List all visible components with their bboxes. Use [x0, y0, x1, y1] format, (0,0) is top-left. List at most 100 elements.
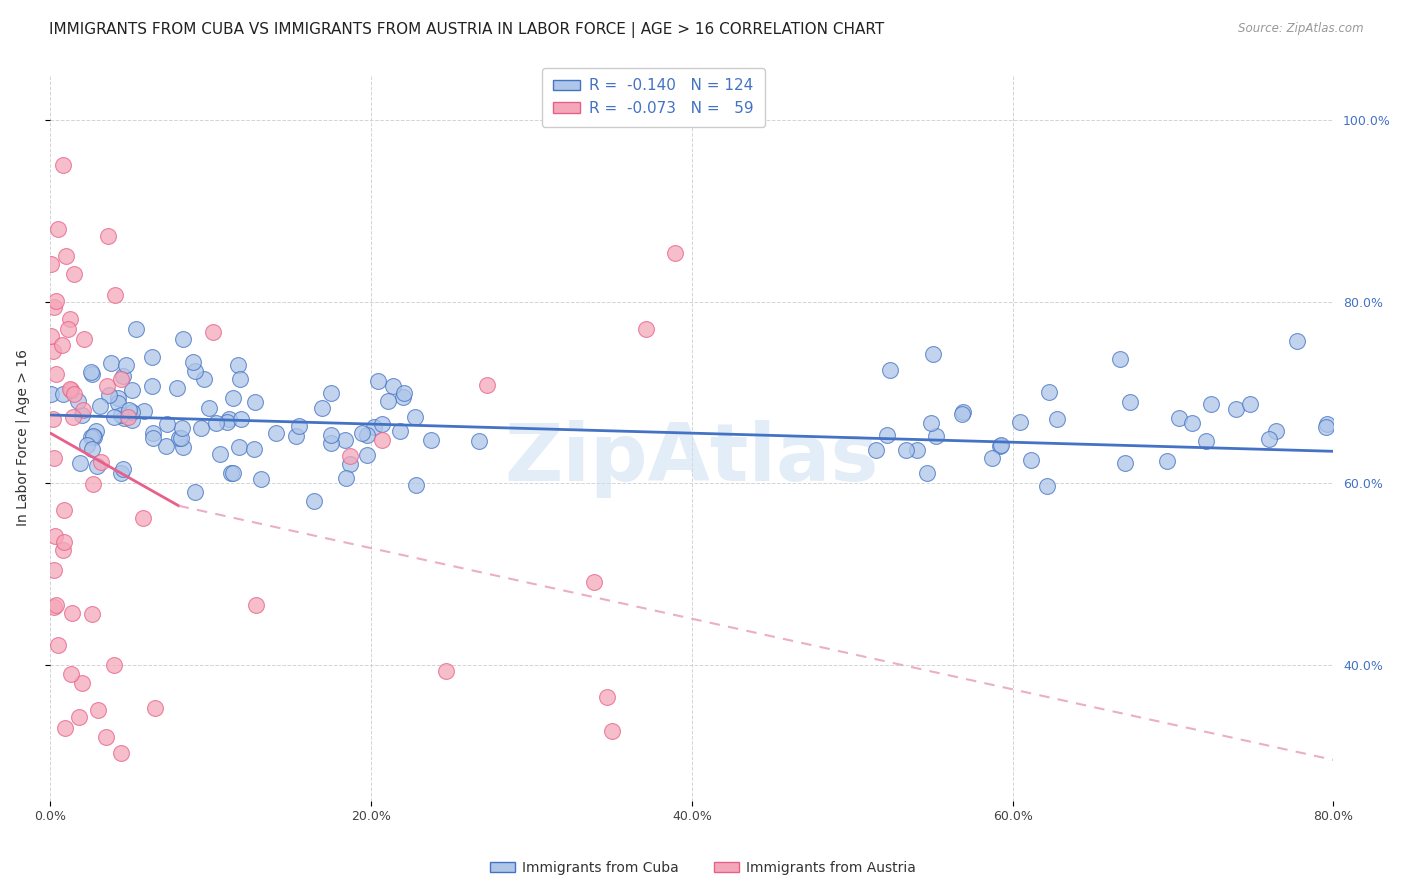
Point: [63, 268, 86, 282]
Point: [981, 450, 1004, 465]
Point: [468, 434, 491, 448]
Point: [388, 424, 411, 438]
Point: [84, 424, 107, 438]
Point: [39, 387, 62, 401]
Point: [198, 401, 221, 416]
Point: [377, 393, 399, 408]
Point: [920, 417, 942, 431]
Point: [42, 412, 65, 426]
Point: [392, 385, 415, 400]
Point: [1046, 412, 1069, 426]
Point: [172, 440, 194, 454]
Point: [250, 472, 273, 486]
Point: [218, 412, 240, 426]
Point: [879, 363, 901, 377]
Point: [59, 311, 82, 326]
Point: [167, 431, 190, 445]
Point: [141, 351, 163, 365]
Point: [56, 322, 79, 336]
Point: [339, 450, 361, 464]
Point: [1239, 397, 1261, 411]
Point: [1285, 334, 1308, 348]
Point: [96, 730, 118, 744]
Point: [110, 408, 132, 422]
Point: [204, 417, 226, 431]
Point: [118, 403, 141, 417]
Point: [302, 493, 325, 508]
Point: [209, 447, 232, 461]
Point: [1036, 479, 1059, 493]
Point: [55, 249, 77, 263]
Point: [876, 427, 898, 442]
Point: [988, 439, 1011, 453]
Point: [915, 466, 938, 480]
Point: [865, 443, 887, 458]
Point: [1258, 432, 1281, 446]
Point: [72, 408, 94, 422]
Point: [419, 433, 441, 447]
Point: [67, 709, 90, 723]
Point: [59, 382, 82, 396]
Point: [42, 301, 65, 315]
Point: [1109, 351, 1132, 366]
Point: [321, 385, 343, 400]
Point: [39, 257, 62, 271]
Point: [107, 391, 129, 405]
Point: [52, 503, 75, 517]
Point: [371, 417, 394, 431]
Point: [107, 395, 129, 409]
Point: [363, 420, 385, 434]
Point: [156, 417, 179, 432]
Point: [183, 363, 205, 377]
Point: [72, 675, 94, 690]
Point: [42, 344, 65, 359]
Point: [112, 462, 135, 476]
Point: [82, 607, 104, 621]
Y-axis label: In Labor Force | Age > 16: In Labor Force | Age > 16: [15, 349, 30, 526]
Point: [952, 404, 974, 418]
Point: [222, 391, 245, 405]
Point: [48, 222, 70, 236]
Point: [86, 458, 108, 473]
Point: [477, 378, 499, 392]
Point: [87, 703, 110, 717]
Point: [170, 430, 193, 444]
Point: [45, 598, 67, 612]
Legend: Immigrants from Cuba, Immigrants from Austria: Immigrants from Cuba, Immigrants from Au…: [485, 855, 921, 880]
Point: [110, 372, 132, 386]
Point: [83, 430, 105, 444]
Point: [52, 386, 75, 401]
Point: [67, 393, 90, 408]
Point: [117, 410, 139, 425]
Point: [245, 598, 267, 612]
Point: [76, 438, 98, 452]
Point: [434, 664, 457, 678]
Point: [229, 372, 252, 386]
Point: [141, 379, 163, 393]
Point: [1315, 420, 1337, 434]
Point: [46, 638, 69, 652]
Point: [45, 293, 67, 308]
Point: [1225, 401, 1247, 416]
Point: [125, 322, 148, 336]
Point: [132, 511, 155, 525]
Point: [222, 466, 245, 480]
Point: [72, 333, 94, 347]
Point: [44, 563, 66, 577]
Point: [132, 403, 155, 417]
Point: [39, 329, 62, 343]
Point: [100, 355, 122, 369]
Point: [288, 419, 311, 434]
Point: [110, 466, 132, 480]
Point: [321, 427, 343, 442]
Point: [62, 410, 84, 425]
Point: [52, 542, 75, 557]
Point: [1038, 385, 1060, 400]
Point: [319, 436, 342, 450]
Point: [1316, 417, 1339, 432]
Point: [382, 378, 405, 392]
Point: [60, 606, 83, 620]
Point: [193, 372, 215, 386]
Point: [1265, 425, 1288, 439]
Point: [370, 434, 392, 448]
